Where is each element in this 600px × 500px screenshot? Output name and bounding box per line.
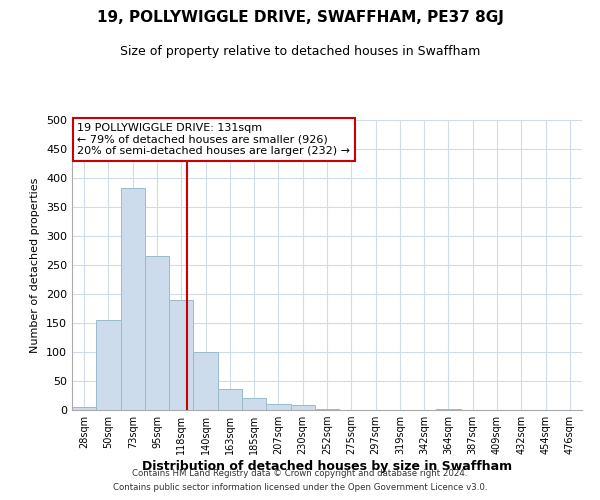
Bar xyxy=(315,409,339,410)
Text: Size of property relative to detached houses in Swaffham: Size of property relative to detached ho… xyxy=(120,45,480,58)
Bar xyxy=(169,300,193,410)
Bar xyxy=(266,404,290,410)
Text: 19 POLLYWIGGLE DRIVE: 131sqm
← 79% of detached houses are smaller (926)
20% of s: 19 POLLYWIGGLE DRIVE: 131sqm ← 79% of de… xyxy=(77,123,350,156)
Bar xyxy=(218,388,242,410)
Bar xyxy=(242,398,266,410)
Bar xyxy=(72,407,96,410)
Y-axis label: Number of detached properties: Number of detached properties xyxy=(31,178,40,352)
Text: 19, POLLYWIGGLE DRIVE, SWAFFHAM, PE37 8GJ: 19, POLLYWIGGLE DRIVE, SWAFFHAM, PE37 8G… xyxy=(97,10,503,25)
Bar xyxy=(436,409,461,410)
Bar xyxy=(96,320,121,410)
Bar xyxy=(145,256,169,410)
Bar xyxy=(290,406,315,410)
Text: Contains HM Land Registry data © Crown copyright and database right 2024.: Contains HM Land Registry data © Crown c… xyxy=(132,468,468,477)
X-axis label: Distribution of detached houses by size in Swaffham: Distribution of detached houses by size … xyxy=(142,460,512,473)
Bar xyxy=(121,188,145,410)
Bar xyxy=(193,352,218,410)
Text: Contains public sector information licensed under the Open Government Licence v3: Contains public sector information licen… xyxy=(113,484,487,492)
